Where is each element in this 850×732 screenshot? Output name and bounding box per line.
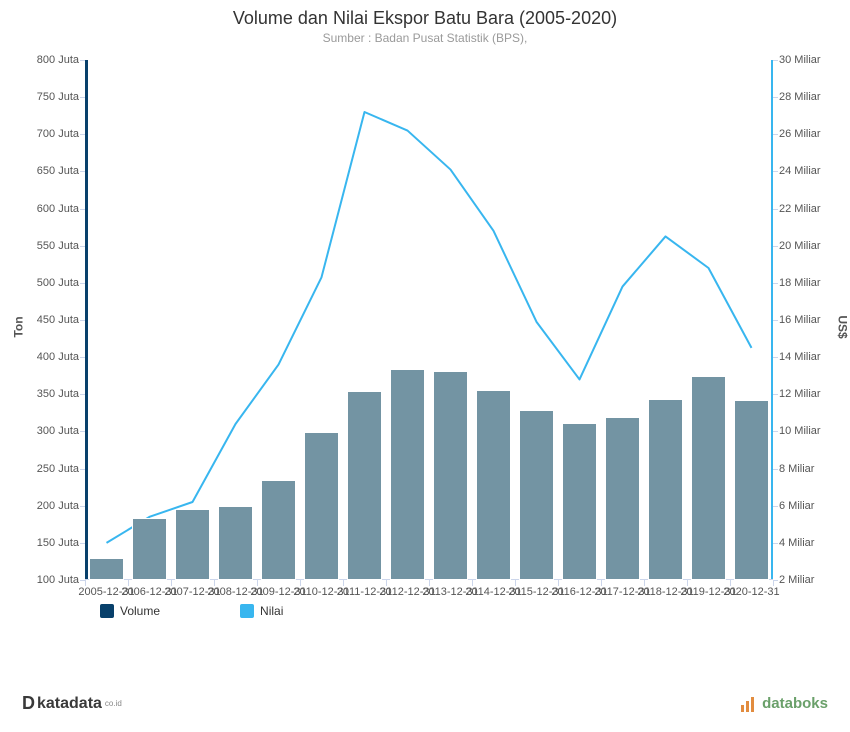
footer: D katadata co.id databoks bbox=[0, 693, 850, 714]
legend-item: Nilai bbox=[240, 604, 283, 618]
legend-swatch bbox=[240, 604, 254, 618]
databoks-icon bbox=[740, 695, 758, 713]
bar bbox=[648, 399, 683, 580]
katadata-d-icon: D bbox=[22, 693, 35, 714]
y-right-tick-label: 16 Miliar bbox=[779, 314, 821, 326]
y-left-tick-label: 450 Juta bbox=[37, 314, 79, 326]
bar bbox=[562, 423, 597, 580]
bar bbox=[476, 390, 511, 580]
bar bbox=[433, 371, 468, 580]
legend-swatch bbox=[100, 604, 114, 618]
y-left-tick-label: 750 Juta bbox=[37, 91, 79, 103]
y-right-tick-label: 26 Miliar bbox=[779, 128, 821, 140]
y-right-tick-label: 6 Miliar bbox=[779, 500, 814, 512]
bar bbox=[734, 400, 769, 581]
katadata-tld: co.id bbox=[105, 699, 122, 708]
bar bbox=[132, 518, 167, 580]
legend-label: Nilai bbox=[260, 604, 283, 618]
bar bbox=[261, 480, 296, 580]
y-left-tick-label: 500 Juta bbox=[37, 277, 79, 289]
y-right-tick-label: 24 Miliar bbox=[779, 165, 821, 177]
legend-label: Volume bbox=[120, 604, 160, 618]
y-right-tick-label: 8 Miliar bbox=[779, 463, 814, 475]
y-left-tick-label: 150 Juta bbox=[37, 537, 79, 549]
y-right-tick-label: 4 Miliar bbox=[779, 537, 814, 549]
y-left-tick-label: 800 Juta bbox=[37, 54, 79, 66]
databoks-logo: databoks bbox=[740, 695, 828, 713]
y-right-tick-label: 20 Miliar bbox=[779, 240, 821, 252]
y-left-tick-label: 400 Juta bbox=[37, 351, 79, 363]
y-right-title: US$ bbox=[836, 315, 850, 338]
bar bbox=[605, 417, 640, 580]
bar bbox=[519, 410, 554, 580]
y-right-tick-label: 14 Miliar bbox=[779, 351, 821, 363]
databoks-text: databoks bbox=[762, 695, 828, 712]
plot-area bbox=[85, 60, 773, 580]
y-left-tick-label: 650 Juta bbox=[37, 165, 79, 177]
bar bbox=[347, 391, 382, 580]
legend: Volume Nilai bbox=[100, 604, 283, 618]
y-left-title: Ton bbox=[12, 316, 26, 337]
bar bbox=[304, 432, 339, 580]
y-left-tick-label: 300 Juta bbox=[37, 425, 79, 437]
legend-item: Volume bbox=[100, 604, 160, 618]
chart-container: Volume dan Nilai Ekspor Batu Bara (2005-… bbox=[0, 0, 850, 650]
bar bbox=[390, 369, 425, 580]
bar bbox=[89, 558, 124, 580]
bar bbox=[691, 376, 726, 580]
y-left-tick-label: 250 Juta bbox=[37, 463, 79, 475]
x-tick-label: 2020-12-31 bbox=[723, 586, 779, 598]
y-right-tick-label: 10 Miliar bbox=[779, 425, 821, 437]
katadata-text: katadata bbox=[37, 695, 102, 713]
y-left-tick-label: 550 Juta bbox=[37, 240, 79, 252]
y-left-tick-label: 350 Juta bbox=[37, 388, 79, 400]
chart-title: Volume dan Nilai Ekspor Batu Bara (2005-… bbox=[0, 0, 850, 29]
y-right-tick-label: 2 Miliar bbox=[779, 574, 814, 586]
y-right-tick-label: 28 Miliar bbox=[779, 91, 821, 103]
y-left-tick-label: 100 Juta bbox=[37, 574, 79, 586]
y-left-tick-label: 600 Juta bbox=[37, 203, 79, 215]
y-right-tick-label: 22 Miliar bbox=[779, 203, 821, 215]
katadata-logo: D katadata co.id bbox=[22, 693, 122, 714]
bar bbox=[175, 509, 210, 580]
y-right-tick-label: 30 Miliar bbox=[779, 54, 821, 66]
y-left-tick-label: 200 Juta bbox=[37, 500, 79, 512]
y-left-tick-label: 700 Juta bbox=[37, 128, 79, 140]
y-right-tick-label: 18 Miliar bbox=[779, 277, 821, 289]
chart-subtitle: Sumber : Badan Pusat Statistik (BPS), bbox=[0, 29, 850, 45]
y-right-tick-label: 12 Miliar bbox=[779, 388, 821, 400]
bar bbox=[218, 506, 253, 580]
